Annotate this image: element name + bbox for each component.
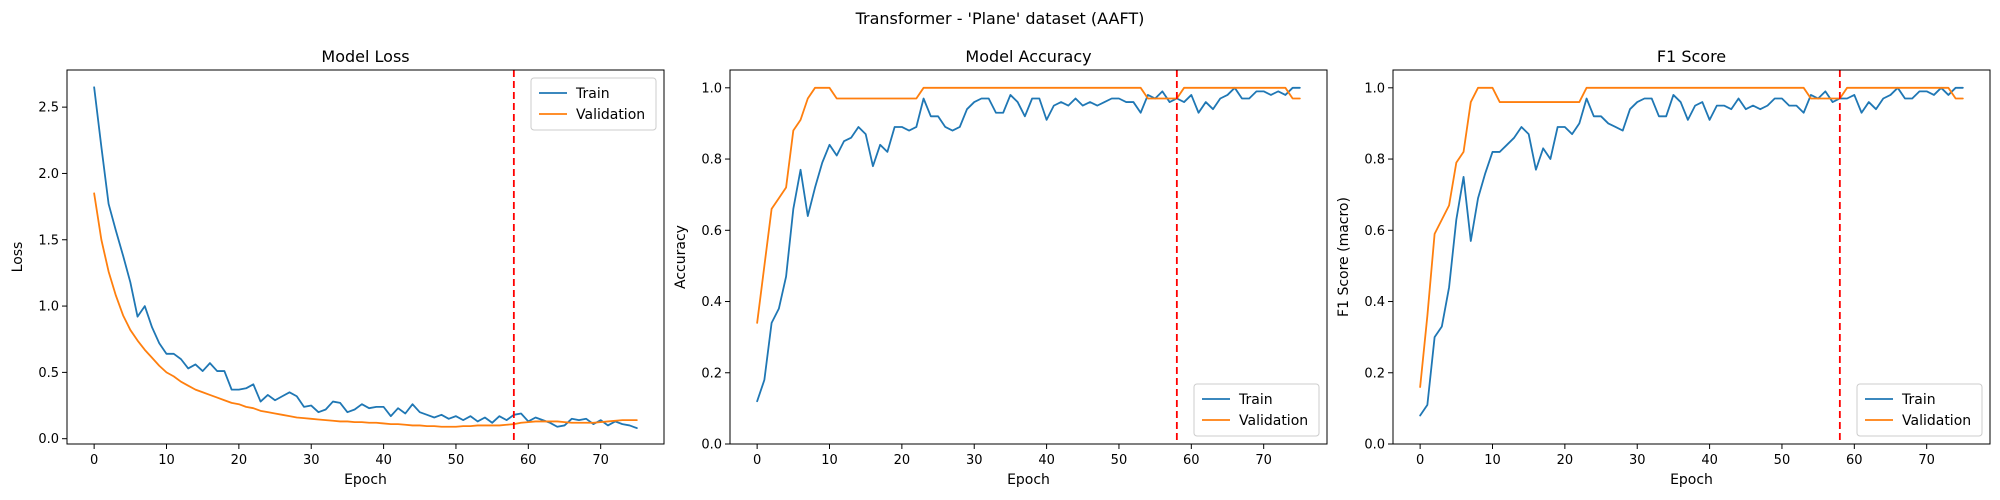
series-line-train: [1419, 86, 1964, 417]
legend-box: [1193, 383, 1320, 437]
y-tick-label: 0.2: [701, 366, 722, 381]
series-line-validation: [1419, 86, 1964, 388]
y-tick-label: 0.4: [701, 295, 722, 310]
series-line-validation: [93, 192, 638, 428]
y-tick-label: 0.2: [1364, 366, 1385, 381]
x-tick-label: 0: [90, 453, 98, 468]
x-tick-label: 70: [1255, 453, 1272, 468]
chart-title: F1 Score: [1657, 47, 1726, 66]
x-tick-label: 30: [966, 453, 983, 468]
x-tick-label: 50: [448, 453, 465, 468]
y-tick-label: 0.0: [701, 438, 722, 453]
y-tick-label: 2.0: [38, 167, 59, 182]
x-tick-label: 50: [1111, 453, 1128, 468]
y-tick-label: 1.0: [38, 300, 59, 315]
legend-label-train: Train: [1238, 392, 1273, 408]
plot-area: [93, 70, 638, 444]
x-axis-label: Epoch: [344, 472, 387, 488]
y-tick-label: 2.5: [38, 101, 59, 116]
x-tick-label: 0: [753, 453, 761, 468]
y-tick-label: 0.8: [701, 153, 722, 168]
chart-title: Model Accuracy: [965, 47, 1091, 66]
y-tick-label: 0.0: [1364, 438, 1385, 453]
legend-box: [530, 77, 657, 131]
legend-label-validation: Validation: [1239, 413, 1308, 429]
y-axis-label: Loss: [10, 242, 26, 273]
legend-box: [1856, 383, 1983, 437]
x-tick-label: 40: [1038, 453, 1055, 468]
x-tick-label: 70: [592, 453, 609, 468]
y-tick-label: 1.5: [38, 233, 59, 248]
axes-frame: [66, 69, 665, 445]
chart-title: Model Loss: [321, 47, 409, 66]
figure-suptitle: Transformer - 'Plane' dataset (AAFT): [855, 9, 1145, 28]
x-tick-label: 10: [158, 453, 175, 468]
x-axis-label: Epoch: [1670, 472, 1713, 488]
legend: Train Validation: [530, 77, 657, 131]
legend: Train Validation: [1193, 383, 1320, 437]
x-tick-label: 40: [1701, 453, 1718, 468]
legend-label-validation: Validation: [1902, 413, 1971, 429]
y-tick-label: 1.0: [701, 81, 722, 96]
legend-label-train: Train: [1901, 392, 1936, 408]
y-tick-label: 0.5: [38, 366, 59, 381]
x-tick-label: 0: [1416, 453, 1424, 468]
y-tick-label: 0.0: [38, 432, 59, 447]
x-tick-label: 20: [1557, 453, 1574, 468]
x-tick-label: 60: [1183, 453, 1200, 468]
axes-frame: [1392, 69, 1991, 445]
y-tick-label: 0.6: [1364, 224, 1385, 239]
x-tick-label: 50: [1774, 453, 1791, 468]
x-tick-label: 70: [1918, 453, 1935, 468]
series-line-train: [756, 86, 1301, 403]
plot-area: [756, 70, 1301, 444]
legend: Train Validation: [1856, 383, 1983, 437]
y-tick-label: 0.8: [1364, 153, 1385, 168]
x-tick-label: 30: [1629, 453, 1646, 468]
chart-panel-3: F1 Score 0 10 20 30 40 50 60 70 0.0 0.2 0.4 0.6 0.8 1.…: [1336, 47, 1991, 488]
y-tick-label: 1.0: [1364, 81, 1385, 96]
series-line-validation: [756, 86, 1301, 324]
chart-panel-2: Model Accuracy 0 10 20 30 40 50 60 70 0.0 0.2 0.4 0.…: [673, 47, 1328, 488]
axes-frame: [729, 69, 1328, 445]
x-tick-label: 10: [821, 453, 838, 468]
y-tick-label: 0.6: [701, 224, 722, 239]
x-axis-label: Epoch: [1007, 472, 1050, 488]
x-tick-label: 40: [375, 453, 392, 468]
chart-panel-1: Model Loss 0 10 20 30 40 50 60 70 0.0 0.5 1.0 1.5 2.0…: [10, 47, 665, 488]
x-tick-label: 20: [894, 453, 911, 468]
x-tick-label: 30: [303, 453, 320, 468]
x-tick-label: 20: [231, 453, 248, 468]
x-tick-label: 60: [520, 453, 537, 468]
x-tick-label: 10: [1484, 453, 1501, 468]
y-tick-label: 0.4: [1364, 295, 1385, 310]
y-axis-label: F1 Score (macro): [1336, 197, 1352, 317]
legend-label-train: Train: [575, 86, 610, 102]
x-tick-label: 60: [1846, 453, 1863, 468]
plot-area: [1419, 70, 1964, 444]
y-axis-label: Accuracy: [673, 225, 689, 289]
legend-label-validation: Validation: [576, 107, 645, 123]
